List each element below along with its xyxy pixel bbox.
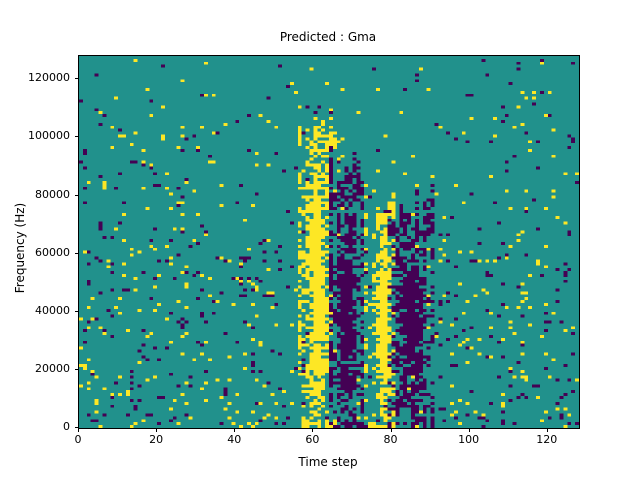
y-tick-label: 60000 (35, 245, 70, 259)
x-tick-label: 80 (383, 433, 398, 446)
y-tick-label: 40000 (35, 303, 70, 317)
y-tick-label: 0 (63, 420, 70, 433)
y-tick-mark (74, 310, 78, 312)
y-tick-label: 100000 (28, 129, 70, 143)
y-tick-mark (74, 194, 78, 196)
x-tick-mark (78, 428, 79, 432)
y-tick-label: 80000 (35, 187, 70, 201)
x-tick-label: 100 (458, 433, 480, 446)
x-tick-label: 40 (227, 433, 242, 446)
x-tick-label: 60 (305, 433, 320, 446)
y-tick-mark (74, 78, 78, 80)
x-tick-mark (468, 428, 470, 432)
x-tick-label: 0 (74, 433, 82, 446)
x-tick-mark (234, 428, 236, 432)
chart-title: Predicted : Gma (279, 30, 377, 44)
y-tick-mark (74, 136, 78, 138)
heatmap-plot-area[interactable] (78, 55, 580, 429)
x-tick-mark (390, 428, 392, 432)
x-tick-mark (546, 428, 548, 432)
x-axis-label: Time step (298, 455, 358, 469)
y-tick-mark (74, 252, 78, 254)
y-tick-mark (74, 368, 78, 370)
y-tick-label: 20000 (35, 361, 70, 375)
y-tick-mark (74, 427, 78, 428)
heatmap-image (79, 56, 579, 428)
x-tick-label: 120 (536, 433, 558, 446)
x-tick-label: 20 (149, 433, 164, 446)
x-tick-mark (312, 428, 314, 432)
y-tick-label: 120000 (28, 71, 70, 85)
x-tick-mark (156, 428, 158, 432)
